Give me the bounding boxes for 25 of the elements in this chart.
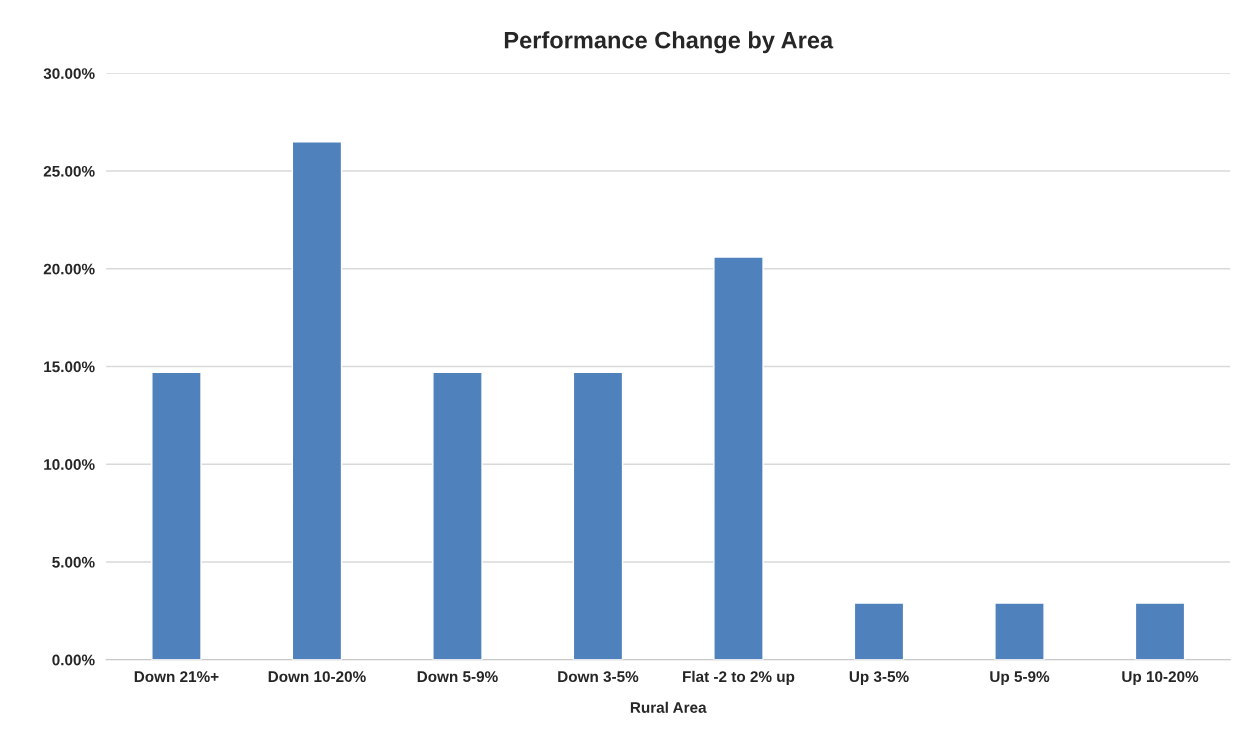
bar [291,141,343,660]
x-tick-label: Up 10-20% [1122,671,1199,686]
x-tick-label: Up 5-9% [990,671,1050,686]
y-tick-label: 5.00% [52,556,95,568]
x-tick-label: Up 3-5% [849,671,909,686]
y-tick-label: 25.00% [43,165,95,177]
y-tick-label: 15.00% [44,361,95,373]
x-tick-label: Down 10-20% [268,671,366,683]
bar [432,371,483,660]
chart-title: Performance Change by Area [504,31,834,54]
bar [1134,602,1186,660]
y-tick-label: 20.00% [43,263,95,275]
x-tick-label: Down 5-9% [417,671,498,683]
bar [151,371,202,660]
bar [853,602,905,660]
x-axis-title: Rural Area [630,701,707,713]
bar [713,256,764,660]
x-tick-label: Down 21%+ [134,671,219,683]
x-tick-label: Down 3-5% [558,671,639,683]
y-tick-label: 0.00% [52,654,95,666]
y-tick-label: 30.00% [43,68,95,80]
bar [994,602,1045,660]
bar [572,371,624,660]
x-tick-label: Flat -2 to 2% up [683,670,795,686]
y-tick-label: 10.00% [44,459,95,470]
